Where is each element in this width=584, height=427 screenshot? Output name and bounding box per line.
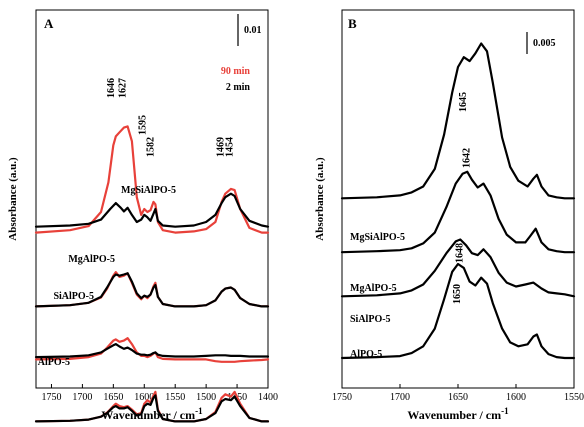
panel-b-curves bbox=[340, 42, 576, 360]
panel-a-x-axis-label-main: Wavenumber / cm bbox=[101, 408, 195, 422]
sample-label-mgsialpo-5: MgSiAlPO-5 bbox=[121, 185, 176, 196]
peak-label-1642: 1642 bbox=[461, 148, 472, 168]
sample-label-alpo-5: AlPO-5 bbox=[38, 357, 70, 368]
panel-a-x-axis-label-sup: -1 bbox=[195, 406, 203, 416]
panel-b-label: B bbox=[348, 16, 357, 31]
sample-label-alpo-5: AlPO-5 bbox=[350, 349, 382, 360]
x-tick-label: 1750 bbox=[41, 392, 61, 403]
sample-label-mgalpo-5: MgAlPO-5 bbox=[350, 283, 397, 294]
panel-a-y-axis-label: Absorbance (a.u.) bbox=[7, 157, 19, 241]
peak-label-1650: 1650 bbox=[452, 284, 463, 304]
panel-b-sample-labels: MgSiAlPO-5 MgAlPO-5 SiAlPO-5 AlPO-5 bbox=[350, 232, 405, 360]
x-tick-label: 1550 bbox=[564, 392, 584, 403]
panel-a: A 0.01 90 min 2 min 1750 1700 1650 1600 1550… bbox=[7, 9, 278, 423]
sample-label-mgsialpo-5: MgSiAlPO-5 bbox=[350, 232, 405, 243]
panel-b-peak-labels: 1645 1642 1648 1650 bbox=[452, 92, 472, 304]
x-tick-label: 1650 bbox=[448, 392, 468, 403]
peak-label-1454: 1454 bbox=[225, 137, 236, 157]
x-tick-label: 1550 bbox=[165, 392, 185, 403]
peak-label-1582: 1582 bbox=[145, 137, 156, 157]
panel-b-x-axis-label: Wavenumber / cm-1 bbox=[407, 406, 509, 422]
legend-90-min: 90 min bbox=[221, 66, 251, 77]
series-mgsialpo-5-2-min bbox=[34, 192, 270, 228]
peak-label-1469: 1469 bbox=[215, 137, 226, 157]
panel-b-x-ticks: 1750 1700 1650 1600 1550 bbox=[332, 384, 584, 403]
series-alpo-5 bbox=[340, 262, 576, 360]
peak-label-1595: 1595 bbox=[137, 115, 148, 135]
x-tick-label: 1500 bbox=[196, 392, 216, 403]
sample-label-mgalpo-5: MgAlPO-5 bbox=[68, 254, 115, 265]
peak-label-1645: 1645 bbox=[458, 92, 469, 112]
series-mgalpo-5-2-min bbox=[34, 272, 270, 308]
sample-label-sialpo-5: SiAlPO-5 bbox=[53, 291, 94, 302]
x-tick-label: 1400 bbox=[258, 392, 278, 403]
x-tick-label: 1700 bbox=[72, 392, 92, 403]
peak-label-1646: 1646 bbox=[106, 78, 117, 98]
series-sialpo-5-90-min bbox=[34, 337, 270, 363]
panel-a-curves bbox=[34, 125, 270, 423]
x-tick-label: 1600 bbox=[134, 392, 154, 403]
panel-a-sample-labels: MgSiAlPO-5 MgAlPO-5 SiAlPO-5 AlPO-5 bbox=[38, 185, 176, 368]
panel-a-x-axis-label: Wavenumber / cm-1 bbox=[101, 406, 203, 422]
legend-2-min: 2 min bbox=[226, 82, 251, 93]
panel-b-scale-bar-label: 0.005 bbox=[533, 38, 556, 49]
series-sialpo-5 bbox=[340, 238, 576, 298]
x-tick-label: 1750 bbox=[332, 392, 352, 403]
series-alpo-5-2-min bbox=[34, 394, 270, 423]
panel-b: B 0.005 1750 1700 1650 1600 1550 16451642164… bbox=[314, 9, 584, 422]
x-tick-label: 1650 bbox=[103, 392, 123, 403]
panel-a-scale-bar-label: 0.01 bbox=[244, 25, 262, 36]
x-tick-label: 1700 bbox=[390, 392, 410, 403]
peak-label-1627: 1627 bbox=[118, 78, 129, 98]
sample-label-sialpo-5: SiAlPO-5 bbox=[350, 314, 391, 325]
series-mgsialpo-5 bbox=[340, 42, 576, 200]
panel-a-label: A bbox=[44, 16, 54, 31]
panel-b-x-axis-label-sup: -1 bbox=[501, 406, 509, 416]
series-mgalpo-5 bbox=[340, 170, 576, 254]
panel-a-frame bbox=[35, 9, 269, 389]
panel-b-x-axis-label-main: Wavenumber / cm bbox=[407, 408, 501, 422]
series-sialpo-5-2-min bbox=[34, 343, 270, 359]
peak-label-1648: 1648 bbox=[454, 243, 465, 263]
panel-a-x-ticks: 1750 1700 1650 1600 1550 1500 1450 1400 bbox=[41, 384, 278, 403]
panel-b-y-axis-label: Absorbance (a.u.) bbox=[314, 157, 326, 241]
x-tick-label: 1600 bbox=[506, 392, 526, 403]
series-mgsialpo-5-90-min bbox=[34, 125, 270, 234]
